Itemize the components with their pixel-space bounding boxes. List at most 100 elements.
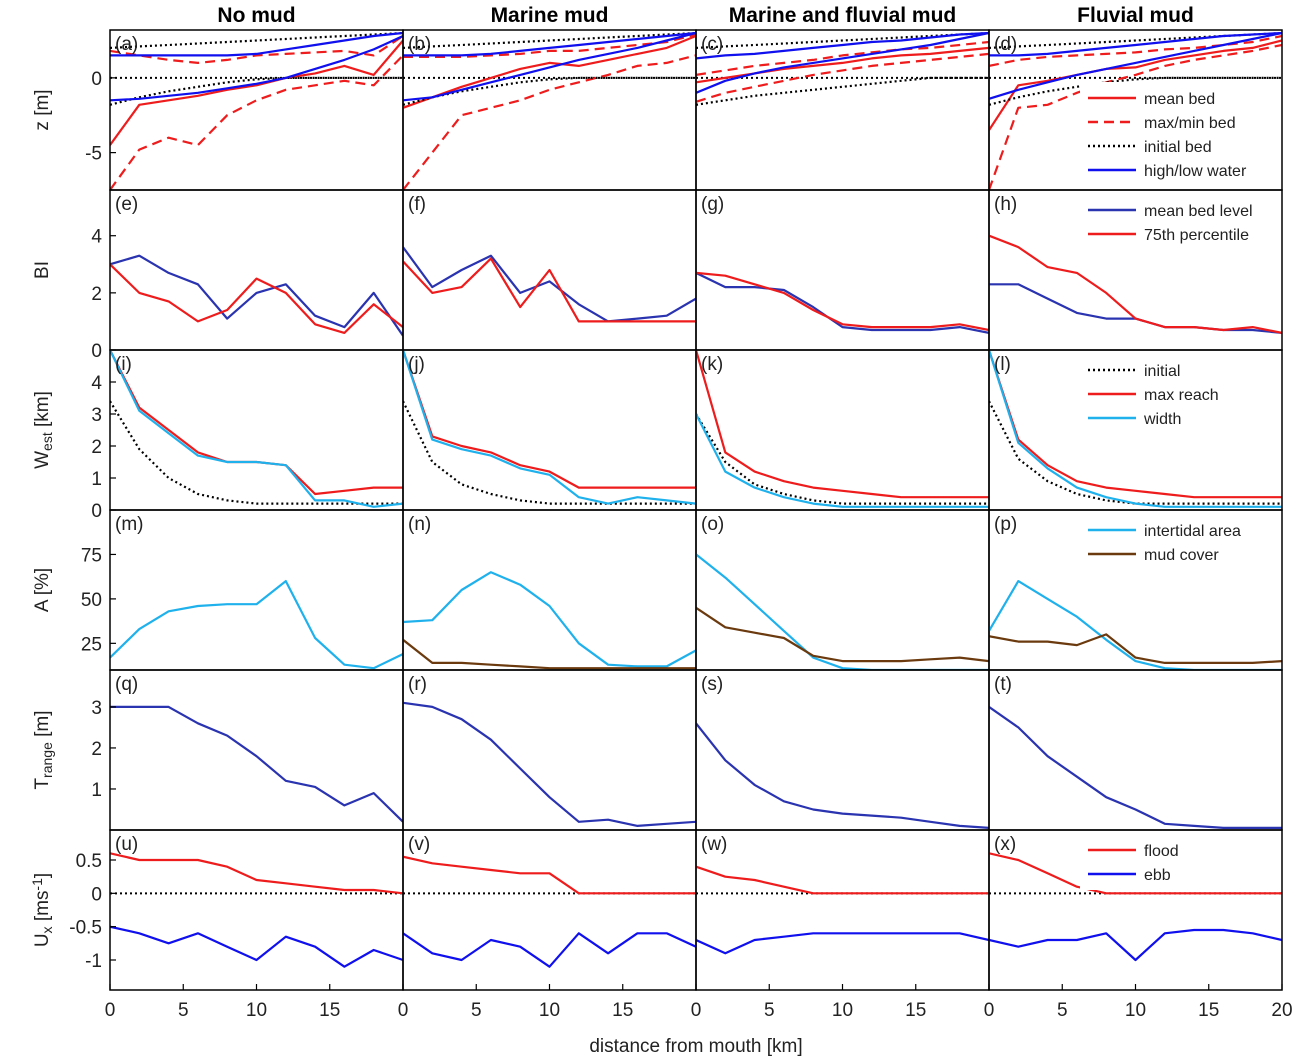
y-tick-label: 1	[91, 469, 102, 490]
legend-label: max reach	[1144, 387, 1219, 404]
panel-label: (n)	[408, 514, 431, 535]
x-tick-label: 10	[1125, 1000, 1146, 1021]
panel-label: (o)	[701, 514, 724, 535]
legend-box	[1080, 194, 1278, 250]
panel-label: (x)	[994, 834, 1016, 855]
plot-area	[696, 553, 989, 670]
plot-area	[403, 350, 696, 505]
y-tick-label: 75	[81, 545, 102, 566]
y-tick-label: 3	[91, 698, 102, 719]
y-label-part: est	[39, 432, 55, 451]
panel-label: (f)	[408, 194, 426, 215]
series-line	[696, 413, 989, 508]
series-line	[403, 31, 696, 102]
x-tick-label: 10	[539, 1000, 560, 1021]
plot-area	[110, 580, 403, 670]
y-tick-label: -0.5	[69, 918, 102, 939]
legend-box	[1080, 82, 1278, 186]
series-line	[110, 852, 403, 895]
series-line	[696, 31, 989, 94]
series-line	[403, 34, 696, 109]
panel-label: (i)	[115, 354, 132, 375]
legend-label: max/min bed	[1144, 115, 1236, 132]
series-line	[696, 271, 989, 334]
series-line	[110, 254, 403, 337]
legend-label: flood	[1144, 843, 1179, 860]
series-line	[403, 257, 696, 323]
y-label-part: U	[32, 933, 53, 947]
panel-label: (k)	[701, 354, 723, 375]
series-line	[403, 350, 696, 505]
legend-label: mean bed level	[1144, 203, 1253, 220]
y-label-part: z [m]	[32, 89, 53, 130]
series-line	[403, 932, 696, 968]
panel-label: (u)	[115, 834, 138, 855]
x-tick-label: 15	[905, 1000, 926, 1021]
plot-area	[110, 31, 403, 190]
x-tick-label: 15	[1198, 1000, 1219, 1021]
y-label-part: x	[39, 926, 55, 933]
x-tick-label: 5	[178, 1000, 189, 1021]
y-axis-label: Trange [m]	[32, 710, 55, 789]
series-line	[403, 855, 696, 895]
series-line	[989, 633, 1282, 664]
y-tick-label: 0	[91, 341, 102, 362]
legend-label: intertidal area	[1144, 523, 1241, 540]
x-tick-label: 0	[691, 1000, 702, 1021]
series-line	[696, 271, 989, 332]
legend-label: initial	[1144, 363, 1180, 380]
series-line	[696, 413, 989, 505]
panel-label: (q)	[115, 674, 138, 695]
series-line	[989, 928, 1282, 962]
plot-area	[696, 865, 989, 955]
plot-area	[403, 571, 696, 670]
series-line	[110, 76, 403, 106]
series-line	[696, 865, 989, 895]
series-line	[696, 606, 989, 663]
series-line	[403, 350, 696, 489]
panel-label: (w)	[701, 834, 727, 855]
series-line	[110, 705, 403, 823]
plot-area	[989, 234, 1282, 334]
series-line	[989, 350, 1282, 508]
series-line	[110, 580, 403, 670]
series-line	[989, 400, 1282, 505]
x-tick-label: 15	[319, 1000, 340, 1021]
series-line	[989, 852, 1282, 895]
y-tick-label: 0	[91, 884, 102, 905]
panel-label: (e)	[115, 194, 138, 215]
y-tick-label: 2	[91, 437, 102, 458]
series-line	[403, 31, 696, 49]
series-line	[696, 722, 989, 829]
plot-area	[989, 350, 1282, 508]
series-line	[403, 33, 696, 58]
series-line	[989, 39, 1282, 131]
panel-label: (v)	[408, 834, 430, 855]
x-tick-label: 10	[832, 1000, 853, 1021]
series-line	[989, 43, 1282, 190]
y-tick-label: 1	[91, 780, 102, 801]
y-tick-label: 25	[81, 634, 102, 655]
y-label-part: ]	[32, 873, 53, 878]
panel-label: (s)	[701, 674, 723, 695]
legend-label: ebb	[1144, 867, 1171, 884]
panel-label: (a)	[115, 34, 138, 55]
y-label-part: A [%]	[32, 568, 53, 612]
series-line	[696, 31, 989, 49]
panel-label: (m)	[115, 514, 143, 535]
plot-area	[403, 246, 696, 323]
series-line	[989, 31, 1282, 100]
y-axis-label: Ux [ms-1]	[29, 873, 55, 947]
column-title: Marine and fluvial mud	[729, 4, 957, 27]
y-axis-label: West [km]	[32, 391, 55, 469]
series-line	[403, 701, 696, 827]
panel-label: (g)	[701, 194, 724, 215]
legend-label: width	[1143, 411, 1181, 428]
y-label-part: BI	[32, 261, 53, 279]
legend-box	[1080, 834, 1278, 890]
panel-label: (d)	[994, 34, 1017, 55]
series-line	[696, 76, 989, 106]
series-line	[696, 350, 989, 499]
y-label-part: [km]	[32, 391, 53, 432]
